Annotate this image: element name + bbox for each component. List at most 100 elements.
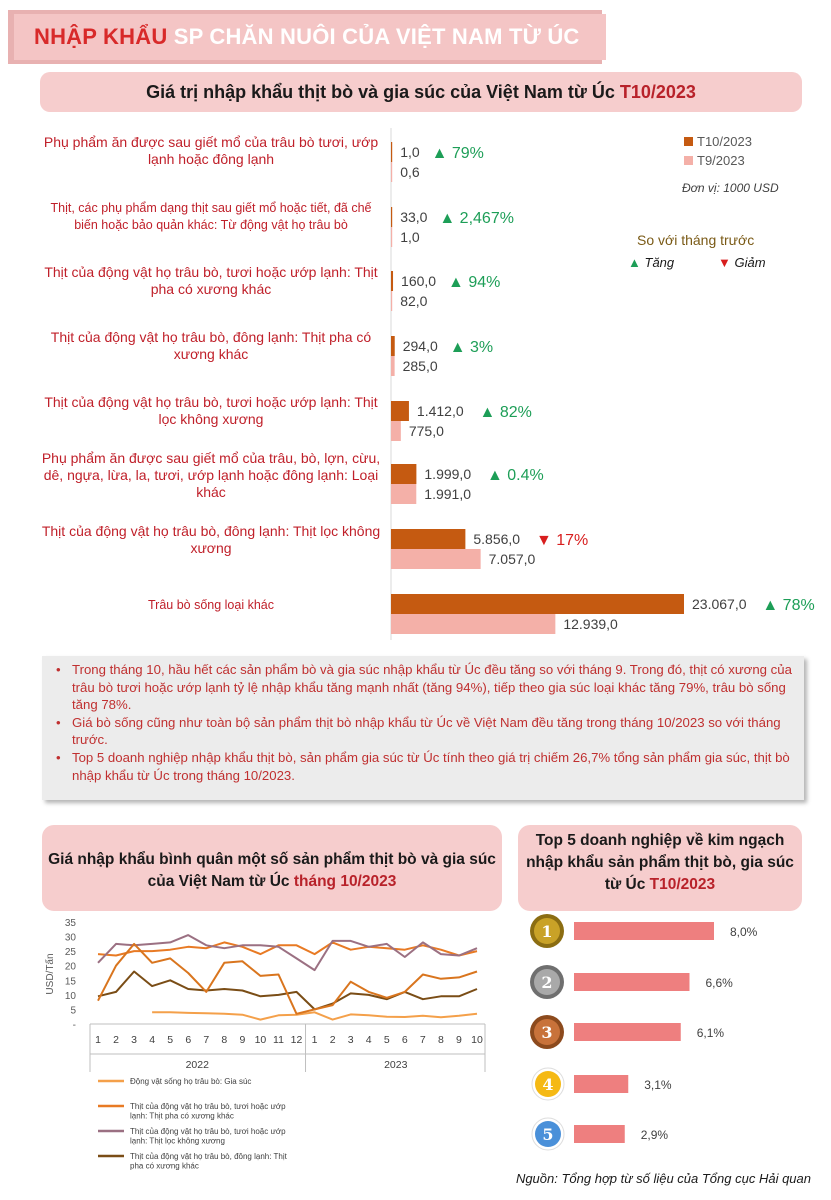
x-tick-label: 7 <box>203 1034 209 1046</box>
y-tick-label: 5 <box>70 1005 76 1016</box>
x-tick-label: 6 <box>185 1034 191 1046</box>
chart1-legend: T10/2023 T9/2023 <box>684 132 752 170</box>
legend-swatch <box>684 156 693 165</box>
change-up-label: ▲ 79% <box>432 145 484 162</box>
bar <box>574 1075 629 1093</box>
y-tick-label: 20 <box>65 962 77 973</box>
bar-t9 <box>391 291 393 311</box>
data-label: 82,0 <box>400 293 427 309</box>
y-axis-label: USD/Tấn <box>44 953 56 994</box>
number-5-icon <box>535 1121 561 1147</box>
legend-label: Thịt của động vật họ trâu bò, tươi hoặc … <box>130 1102 286 1121</box>
data-label: 23.067,0 <box>692 596 747 612</box>
notes-box: Trong tháng 10, hầu hết các sản phẩm bò … <box>42 656 804 800</box>
medal-number: 5 <box>542 1125 553 1144</box>
series-line <box>152 1011 478 1021</box>
x-tick-label: 3 <box>131 1034 137 1046</box>
data-label: 1.412,0 <box>417 403 464 419</box>
chart2-title: Giá nhập khẩu bình quân một số sản phẩm … <box>42 825 502 911</box>
data-label: 33,0 <box>400 209 427 225</box>
note-item: Giá bò sống cũng như toàn bộ sản phẩm th… <box>56 714 792 749</box>
legend-label: Thịt của động vật họ trâu bò, tươi hoặc … <box>130 1127 286 1146</box>
bar-t9 <box>391 549 481 569</box>
data-label: 12.939,0 <box>563 616 618 632</box>
x-tick-label: 5 <box>167 1034 173 1046</box>
bar <box>574 1023 681 1041</box>
legend-label: T9/2023 <box>697 153 745 168</box>
bar-t9 <box>391 162 393 182</box>
data-label: 160,0 <box>401 273 436 289</box>
data-label: 5.856,0 <box>473 531 520 547</box>
data-label: 1.991,0 <box>424 486 471 502</box>
bar <box>574 1125 625 1143</box>
note-item: Trong tháng 10, hầu hết các sản phẩm bò … <box>56 661 792 714</box>
year-label: 2023 <box>384 1059 408 1071</box>
x-tick-label: 10 <box>471 1034 483 1046</box>
y-tick-label: - <box>73 1020 76 1031</box>
x-tick-label: 11 <box>273 1034 284 1046</box>
legend-label: T10/2023 <box>697 134 752 149</box>
medal-number: 4 <box>542 1075 553 1094</box>
change-up-label: ▲ 94% <box>448 274 500 291</box>
data-label: 2,9% <box>641 1128 669 1142</box>
bar-t9 <box>391 484 417 504</box>
unit-label: Đơn vị: 1000 USD <box>682 181 779 195</box>
x-tick-label: 12 <box>291 1034 303 1046</box>
chart1-title-text: Giá trị nhập khẩu thịt bò và gia súc của… <box>146 82 620 102</box>
chart3-title-highlight: T10/2023 <box>649 876 716 893</box>
page-title-highlight: NHẬP KHẨU <box>34 24 168 49</box>
number-4-icon <box>535 1071 561 1097</box>
y-tick-label: 30 <box>65 933 77 944</box>
bronze-medal-icon <box>534 1019 560 1045</box>
compare-title: So với tháng trước <box>637 232 755 248</box>
category-label: Phụ phẩm ăn được sau giết mổ của trâu, b… <box>41 450 381 500</box>
medal-number: 2 <box>541 973 552 992</box>
x-tick-label: 8 <box>221 1034 227 1046</box>
header-banner-inner <box>14 14 606 60</box>
data-label: 6,6% <box>706 976 734 990</box>
chart2-title-highlight: tháng 10/2023 <box>293 873 397 890</box>
series-line <box>97 934 478 972</box>
data-label: 775,0 <box>409 423 444 439</box>
legend-label: Thịt của động vật họ trâu bò, đông lạnh:… <box>130 1152 288 1170</box>
bar-t10 <box>391 401 409 421</box>
data-label: 1,0 <box>400 229 420 245</box>
category-label: Thịt của động vật họ trâu bò, đông lạnh:… <box>50 329 372 362</box>
down-triangle-icon: ▼ <box>718 255 731 270</box>
change-up-label: ▲ 82% <box>480 404 532 421</box>
category-label: Thịt của động vật họ trâu bò, tươi hoặc … <box>44 394 378 427</box>
bar-t10 <box>391 529 466 549</box>
legend-label: Động vật sống họ trâu bò: Gia súc <box>130 1077 251 1086</box>
silver-medal-icon <box>534 969 560 995</box>
chart3-title-text: Top 5 doanh nghiệp về kim ngạch nhập khẩ… <box>526 832 794 893</box>
change-up-label: ▲ 3% <box>450 339 493 356</box>
medal-number: 1 <box>541 922 552 941</box>
gold-medal-icon <box>534 918 560 944</box>
data-label: 0,6 <box>400 164 420 180</box>
bar-t10 <box>391 207 393 227</box>
category-label: Trâu bò sống loại khác <box>147 598 274 612</box>
category-label: Thịt của động vật họ trâu bò, đông lạnh:… <box>41 523 381 556</box>
page-title: NHẬP KHẨU SP CHĂN NUÔI CỦA VIỆT NAM TỪ Ú… <box>34 24 580 50</box>
legend-swatch <box>684 137 693 146</box>
bar-t9 <box>391 356 395 376</box>
compare-down-label: Giảm <box>734 255 766 270</box>
x-tick-label: 1 <box>95 1034 101 1046</box>
data-label: 294,0 <box>403 338 438 354</box>
page-title-rest: SP CHĂN NUÔI CỦA VIỆT NAM TỪ ÚC <box>167 24 580 49</box>
compare-up-label: Tăng <box>644 255 675 270</box>
compare-up: ▲ Tăng <box>628 255 674 270</box>
up-triangle-icon: ▲ <box>628 255 641 270</box>
y-tick-label: 15 <box>65 976 77 987</box>
medal-number: 3 <box>541 1023 552 1042</box>
chart3-title: Top 5 doanh nghiệp về kim ngạch nhập khẩ… <box>518 825 802 911</box>
compare-down: ▼ Giảm <box>718 255 766 270</box>
x-tick-label: 9 <box>239 1034 245 1046</box>
y-tick-label: 10 <box>65 991 77 1002</box>
chart1-title-highlight: T10/2023 <box>619 82 696 102</box>
x-tick-label: 4 <box>366 1034 372 1046</box>
bar-t10 <box>391 142 393 162</box>
x-tick-label: 2 <box>330 1034 336 1046</box>
change-up-label: ▲ 2,467% <box>439 210 514 227</box>
